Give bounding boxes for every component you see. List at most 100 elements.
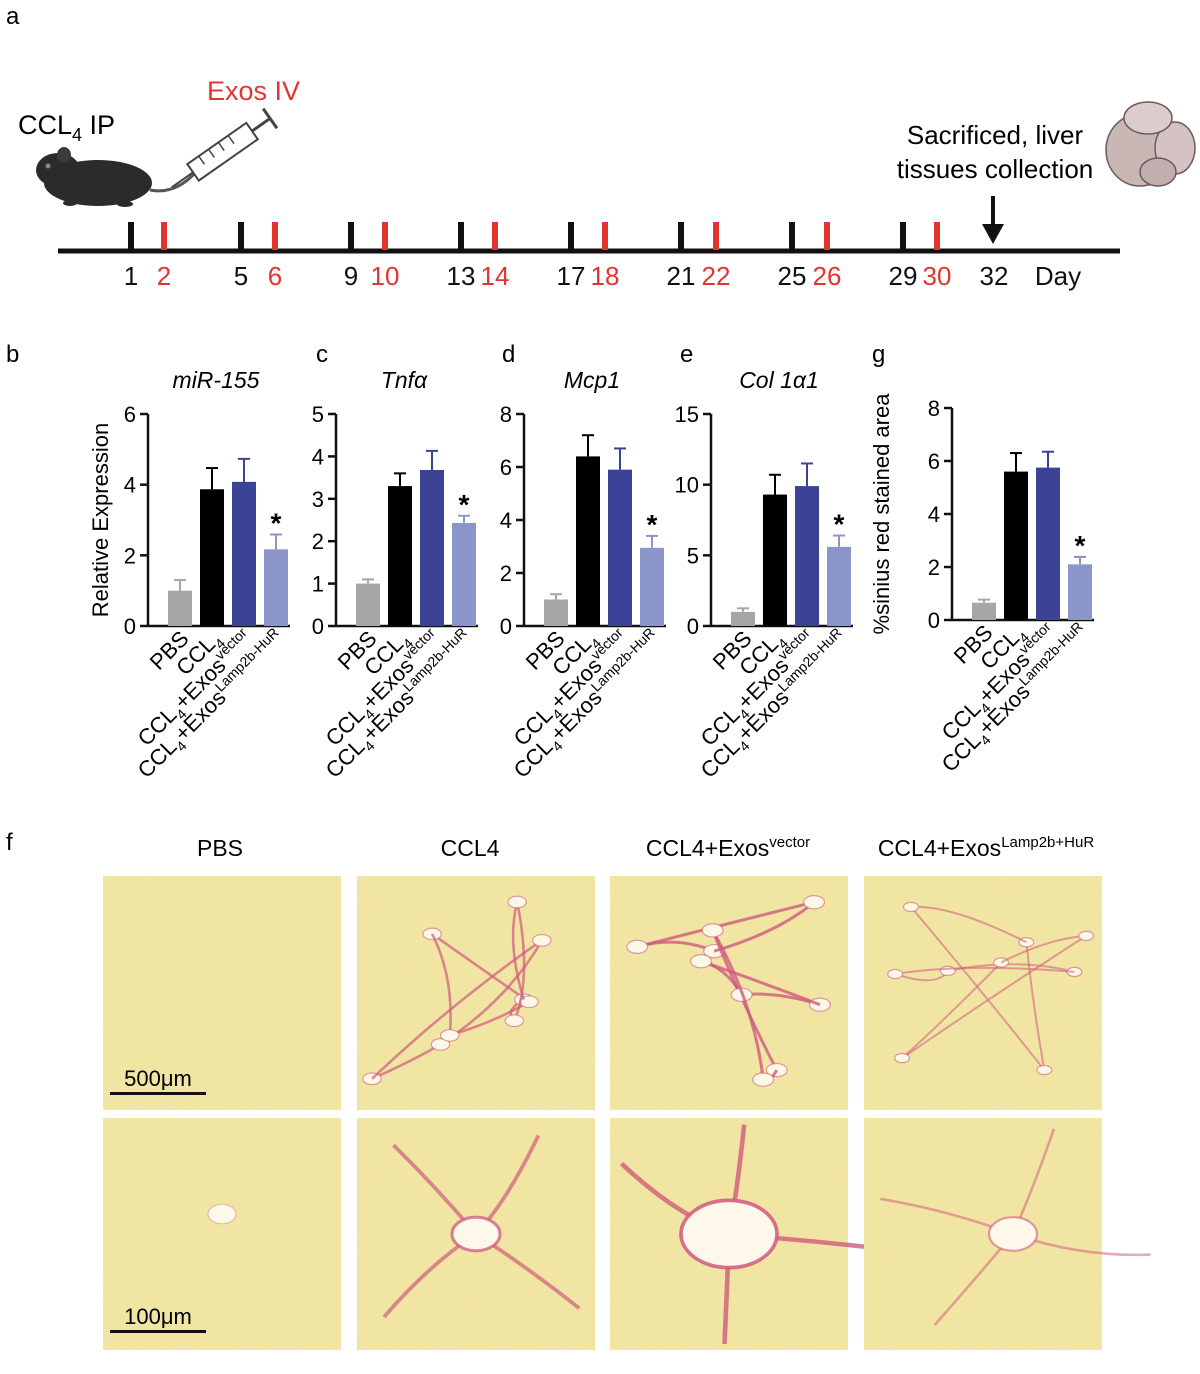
bar-g-0: [972, 602, 996, 620]
mouse-icon: [36, 147, 198, 207]
syringe-icon: [171, 107, 279, 189]
scale-label-100um: 100μm: [124, 1304, 192, 1329]
micrograph-ccl4-low-mag: [357, 876, 595, 1110]
mouse-label: CCL4 IP: [18, 110, 115, 145]
y-tick-label-c-5: 5: [312, 402, 324, 427]
bar-b-3: [264, 549, 288, 626]
y-tick-label-c-0: 0: [312, 614, 324, 639]
panel-letter-a: a: [6, 3, 20, 30]
y-tick-label-e-0: 0: [687, 614, 699, 639]
y-tick-label-e-5: 5: [687, 543, 699, 568]
panel-letter-e: e: [680, 341, 693, 368]
bar-d-1: [576, 456, 600, 626]
panel-letter-b: b: [6, 341, 19, 368]
bar-d-2: [608, 469, 632, 626]
y-tick-label-c-1: 1: [312, 572, 324, 597]
tick-day-30: [934, 222, 940, 250]
y-tick-label-g-8: 8: [928, 396, 940, 421]
micrograph-hur-low-mag: [864, 876, 1102, 1110]
timeline: 1 5 9 13 17 21 25 292 6 10 14 18 22 26 30 32 Day: [124, 222, 1081, 291]
chart-title-c: Tnfα: [381, 367, 428, 393]
y-axis-label-g: %sinius red stained area: [869, 393, 894, 635]
y-tick-label-b-6: 6: [124, 402, 136, 427]
day-label-2: 2: [157, 261, 171, 291]
bar-c-2: [420, 469, 444, 626]
micrograph-ccl4-high-mag: [357, 1118, 595, 1350]
bar-e-3: [827, 546, 851, 626]
y-tick-label-c-2: 2: [312, 529, 324, 554]
y-tick-label-g-0: 0: [928, 608, 940, 633]
tick-day-9: [348, 222, 354, 250]
micrograph-vector-high-mag: [610, 1118, 869, 1350]
day-label-final: 32: [980, 261, 1009, 291]
y-tick-label-g-2: 2: [928, 555, 940, 580]
day-label-29: 29: [889, 261, 918, 291]
bar-c-0: [356, 583, 380, 626]
bar-e-1: [763, 494, 787, 626]
tick-day-5: [238, 222, 244, 250]
bar-g-3: [1068, 564, 1092, 620]
micro-col-title-hur: CCL4+ExosLamp2b+HuR: [878, 834, 1095, 861]
tick-day-22: [713, 222, 719, 250]
micro-col-title-ccl4: CCL4: [441, 835, 500, 861]
y-tick-label-d-2: 2: [500, 561, 512, 586]
chart-title-d: Mcp1: [564, 367, 620, 393]
y-tick-label-e-15: 15: [675, 402, 699, 427]
y-tick-label-c-4: 4: [312, 444, 324, 469]
y-tick-label-b-2: 2: [124, 543, 136, 568]
bar-c-1: [388, 486, 412, 626]
y-tick-label-b-4: 4: [124, 473, 136, 498]
injection-label: Exos IV: [207, 76, 300, 106]
tick-day-17: [568, 222, 574, 250]
tick-day-18: [602, 222, 608, 250]
tick-day-14: [492, 222, 498, 250]
chart-d: dMcp102468*PBSCCL4CCL4+ExosvectorCCL4+Ex…: [500, 341, 666, 783]
significance-star-b: *: [271, 507, 282, 538]
significance-star-c: *: [459, 489, 470, 520]
significance-star-d: *: [647, 509, 658, 540]
y-tick-label-c-3: 3: [312, 487, 324, 512]
chart-title-e: Col 1α1: [739, 367, 819, 393]
day-label-14: 14: [481, 261, 510, 291]
liver-icon: [1105, 101, 1196, 187]
day-label-18: 18: [591, 261, 620, 291]
tick-day-2: [161, 222, 167, 250]
y-tick-label-b-0: 0: [124, 614, 136, 639]
bar-d-3: [640, 547, 664, 626]
micrograph-pbs-high-mag: [103, 1118, 341, 1350]
tick-day-29: [900, 222, 906, 250]
micrograph-grid: 500μm 100μm: [103, 876, 1151, 1350]
tick-day-6: [272, 222, 278, 250]
day-unit-label: Day: [1035, 261, 1081, 291]
tick-day-1: [128, 222, 134, 250]
day-label-22: 22: [702, 261, 731, 291]
day-label-6: 6: [268, 261, 282, 291]
significance-star-g: *: [1075, 530, 1086, 561]
bar-e-0: [731, 611, 755, 626]
micro-col-title-vector: CCL4+Exosvector: [646, 834, 810, 861]
y-tick-label-g-6: 6: [928, 449, 940, 474]
bar-d-0: [544, 599, 568, 626]
endpoint-arrow: [982, 196, 1004, 244]
endpoint-label-line2: tissues collection: [897, 154, 1094, 184]
micrograph-hur-high-mag: [864, 1118, 1151, 1350]
panel-letter-d: d: [502, 341, 515, 368]
day-label-10: 10: [371, 261, 400, 291]
y-tick-label-g-4: 4: [928, 502, 940, 527]
panel-letter-c: c: [316, 341, 328, 368]
panel-letter-f: f: [6, 829, 13, 856]
tick-day-21: [678, 222, 684, 250]
day-label-25: 25: [778, 261, 807, 291]
day-label-9: 9: [344, 261, 358, 291]
day-label-13: 13: [447, 261, 476, 291]
micro-col-title-pbs: PBS: [197, 835, 243, 861]
bar-g-1: [1004, 471, 1028, 620]
day-label-30: 30: [923, 261, 952, 291]
y-tick-label-d-0: 0: [500, 614, 512, 639]
y-axis-label-b: Relative Expression: [88, 423, 113, 617]
bar-c-3: [452, 522, 476, 626]
